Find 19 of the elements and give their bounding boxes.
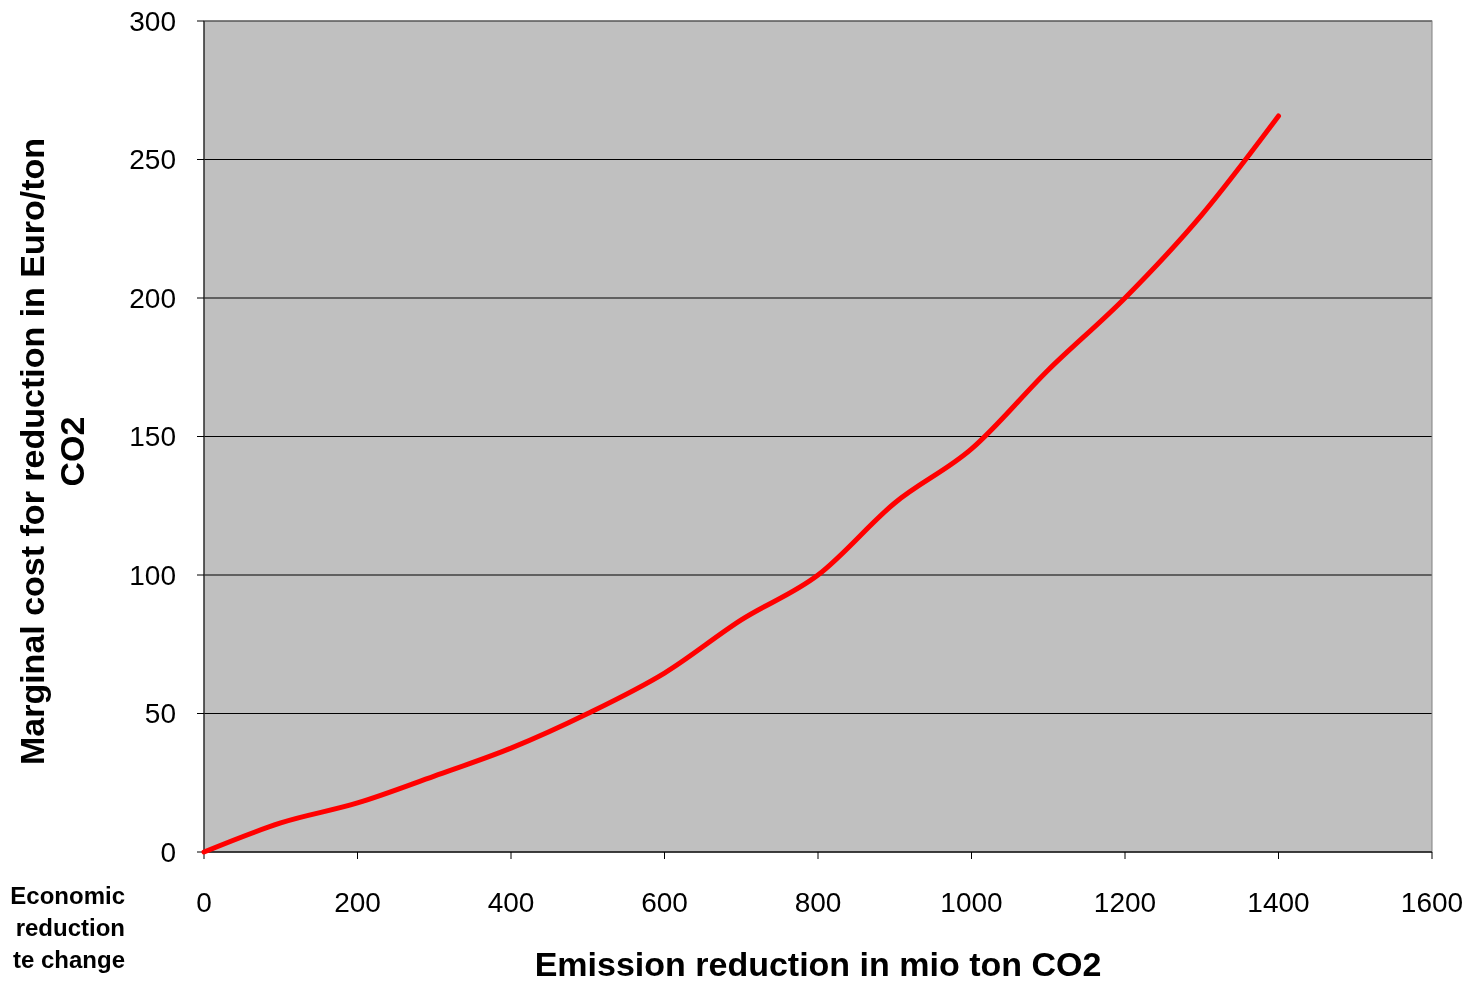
x-axis-title: Emission reduction in mio ton CO2 <box>534 945 1102 982</box>
y-tick-label: 150 <box>129 421 176 453</box>
text: Economic reduction te change <box>10 882 125 973</box>
y-tick-label: 250 <box>129 144 176 176</box>
y-tick-label: 0 <box>160 836 176 868</box>
x-tick-label: 1200 <box>1093 887 1157 918</box>
y-axis-title: Marginal cost for reduction in Euro/ton CO2 <box>13 137 91 766</box>
y-tick-label: 300 <box>129 5 176 37</box>
x-tick-label: 800 <box>794 887 842 918</box>
y-tick-label: 100 <box>129 559 176 591</box>
x-tick-label: 1600 <box>1400 887 1464 918</box>
x-tick-label: 0 <box>196 887 212 918</box>
x-tick-label: 200 <box>334 887 381 918</box>
x-tick-label: 1000 <box>940 887 1003 918</box>
x-tick-label: 600 <box>641 887 688 918</box>
y-tick-label: 50 <box>144 698 176 730</box>
x-tick-label: 1400 <box>1247 887 1310 918</box>
y-tick-label: 200 <box>129 282 176 314</box>
x-tick-label: 400 <box>487 887 535 918</box>
